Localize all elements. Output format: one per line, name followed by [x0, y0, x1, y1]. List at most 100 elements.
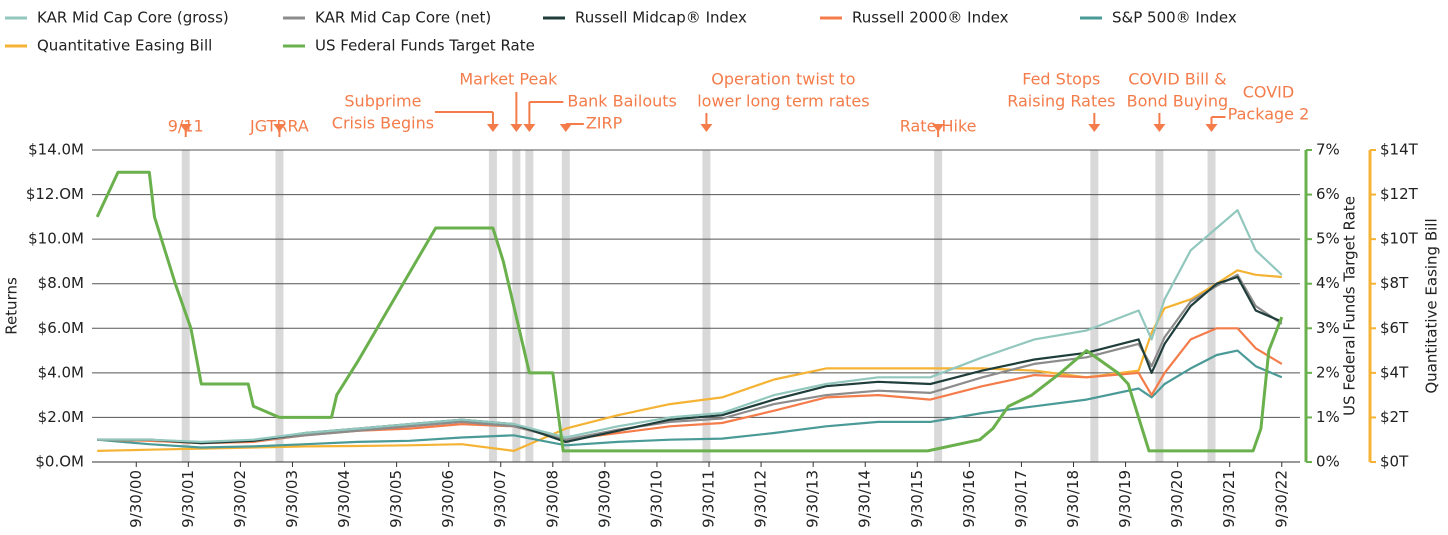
legend-label: US Federal Funds Target Rate — [315, 37, 535, 55]
x-tick-label: 9/30/08 — [543, 470, 561, 528]
x-tick-label: 9/30/17 — [1012, 470, 1030, 528]
y3-tick-label: $2T — [1380, 408, 1409, 426]
annotation-arrowhead — [932, 124, 945, 132]
legend-label: Russell 2000® Index — [852, 9, 1009, 27]
annotation-arrowhead — [559, 124, 572, 132]
x-tick-label: 9/30/00 — [127, 470, 145, 528]
annotation-arrowhead — [523, 124, 536, 132]
annotation-label: ZIRP — [586, 114, 623, 133]
y2-tick-label: 1% — [1316, 408, 1340, 426]
annotation-label: Crisis Begins — [332, 114, 434, 133]
event-band — [525, 150, 534, 462]
y-tick-label: $4.0M — [38, 363, 84, 381]
x-tick-label: 9/30/04 — [335, 470, 353, 528]
y2-tick-label: 0% — [1316, 453, 1340, 471]
y-tick-label: $0.OM — [35, 453, 84, 471]
event-band — [702, 150, 711, 462]
event-band — [561, 150, 570, 462]
y2-tick-label: 6% — [1316, 185, 1340, 203]
x-tick-label: 9/30/03 — [283, 470, 301, 528]
annotation-label: Fed Stops — [1022, 70, 1100, 89]
y2-tick-label: 5% — [1316, 230, 1340, 248]
series-line — [95, 170, 1284, 453]
y-tick-label: $6.0M — [38, 319, 84, 337]
y2-tick-label: 7% — [1316, 141, 1340, 159]
y-tick-label: $10.0M — [28, 230, 84, 248]
annotation-arrowhead — [510, 124, 523, 132]
x-tick-label: 9/30/14 — [856, 470, 874, 528]
x-tick-label: 9/30/11 — [700, 470, 718, 528]
annotation-label: Raising Rates — [1007, 92, 1115, 111]
annotation-label: lower long term rates — [697, 92, 869, 111]
x-tick-label: 9/30/12 — [752, 470, 770, 528]
annotation-label: Bank Bailouts — [567, 92, 676, 111]
annotation-arrowhead — [486, 124, 499, 132]
annotation-label: Operation twist to — [711, 70, 855, 89]
event-band — [1207, 150, 1216, 462]
y3-tick-label: $6T — [1380, 319, 1409, 337]
annotation-arrowhead — [1205, 124, 1218, 132]
annotation-label: COVID Bill & — [1128, 70, 1226, 89]
y3-tick-label: $4T — [1380, 363, 1409, 381]
series-line — [97, 269, 1282, 452]
annotation-arrowhead — [700, 124, 713, 132]
x-tick-label: 9/30/09 — [595, 470, 613, 528]
annotation-label: Market Peak — [459, 70, 558, 89]
x-tick-label: 9/30/07 — [491, 470, 509, 528]
event-band — [181, 150, 190, 462]
event-band — [1090, 150, 1099, 462]
annotation-label: Subprime — [344, 92, 421, 111]
y2-axis-title: US Federal Funds Target Rate — [1341, 196, 1359, 416]
event-band — [934, 150, 943, 462]
annotation-label: COVID — [1243, 83, 1294, 102]
y2-tick-label: 2% — [1316, 363, 1340, 381]
y-axis-title: Returns — [3, 277, 21, 335]
annotation-arrowhead — [179, 124, 192, 132]
event-band — [512, 150, 521, 462]
y3-tick-label: $0T — [1380, 453, 1409, 471]
annotation-arrowhead — [273, 124, 286, 132]
annotation-label: Bond Buying — [1127, 92, 1228, 111]
annotation-arrowhead — [1153, 124, 1166, 132]
y2-tick-label: 4% — [1316, 274, 1340, 292]
x-tick-label: 9/30/21 — [1220, 470, 1238, 528]
legend-label: S&P 500® Index — [1112, 9, 1237, 27]
y3-tick-label: $14T — [1380, 141, 1419, 159]
event-band — [275, 150, 284, 462]
series-line — [97, 349, 1283, 449]
series-line — [97, 209, 1283, 443]
y-tick-label: $8.0M — [38, 274, 84, 292]
event-band — [488, 150, 497, 462]
legend-label: Quantitative Easing Bill — [37, 37, 212, 55]
x-tick-label: 9/30/16 — [960, 470, 978, 528]
y3-tick-label: $10T — [1380, 230, 1419, 248]
x-tick-label: 9/30/10 — [647, 470, 665, 528]
y3-tick-label: $12T — [1380, 185, 1419, 203]
y-tick-label: $12.OM — [26, 185, 84, 203]
y2-tick-label: 3% — [1316, 319, 1340, 337]
annotation-arrowhead — [1088, 124, 1101, 132]
x-tick-label: 9/30/01 — [179, 470, 197, 528]
x-tick-label: 9/30/15 — [908, 470, 926, 528]
y3-tick-label: $8T — [1380, 274, 1409, 292]
x-tick-label: 9/30/02 — [231, 470, 249, 528]
legend-label: Russell Midcap® Index — [575, 9, 747, 27]
x-tick-label: 9/30/06 — [439, 470, 457, 528]
series-line — [97, 275, 1283, 445]
x-tick-label: 9/30/22 — [1272, 470, 1290, 528]
x-tick-label: 9/30/20 — [1168, 470, 1186, 528]
x-tick-label: 9/30/05 — [387, 470, 405, 528]
legend-label: KAR Mid Cap Core (net) — [315, 9, 491, 27]
event-band — [1155, 150, 1164, 462]
x-tick-label: 9/30/13 — [804, 470, 822, 528]
y-tick-label: $2.0M — [38, 408, 84, 426]
x-tick-label: 9/30/19 — [1116, 470, 1134, 528]
x-tick-label: 9/30/18 — [1064, 470, 1082, 528]
series-line — [97, 273, 1283, 444]
annotation-label: Package 2 — [1228, 105, 1310, 124]
legend-label: KAR Mid Cap Core (gross) — [37, 9, 229, 27]
y3-axis-title: Quantitative Easing Bill — [1423, 218, 1441, 393]
y-tick-label: $14.0M — [28, 141, 84, 159]
series-line — [97, 327, 1283, 445]
